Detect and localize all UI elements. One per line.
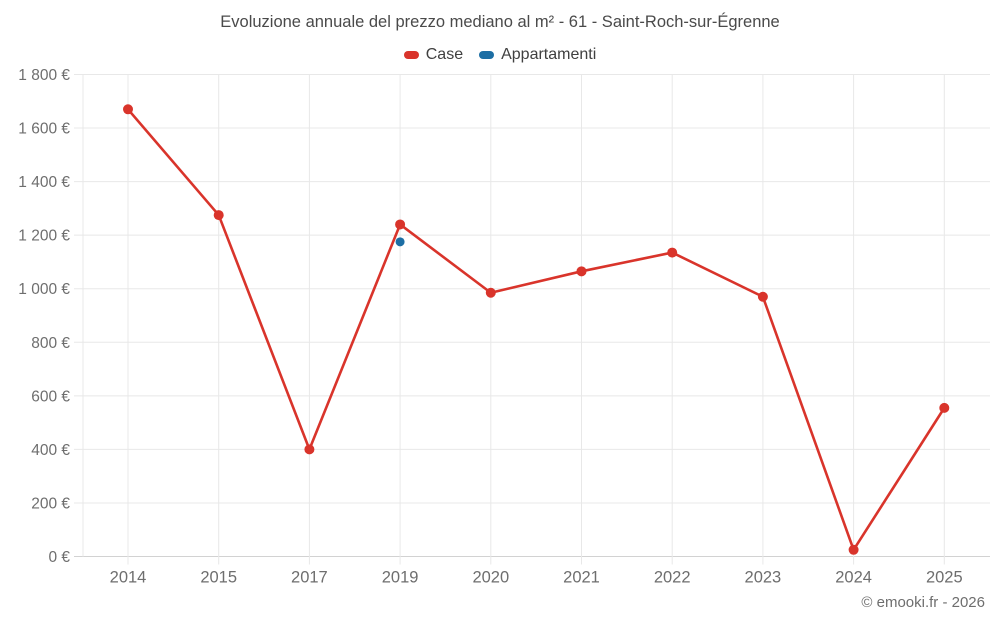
x-axis-tick-label: 2021 bbox=[563, 569, 600, 587]
data-point-case-2017[interactable] bbox=[304, 444, 315, 455]
x-axis-tick-label: 2022 bbox=[654, 569, 691, 587]
data-point-case-2019[interactable] bbox=[395, 219, 406, 230]
case-legend-swatch-icon bbox=[403, 51, 419, 59]
x-axis-tick-label: 2014 bbox=[110, 569, 147, 587]
data-point-case-2025[interactable] bbox=[939, 402, 950, 413]
legend-item-case[interactable]: Case bbox=[403, 46, 464, 64]
series-line-case bbox=[126, 108, 946, 552]
data-point-case-2015[interactable] bbox=[213, 210, 224, 221]
x-axis-tick-label: 2020 bbox=[472, 569, 509, 587]
data-point-case-2021[interactable] bbox=[576, 266, 587, 277]
y-axis-tick-label: 400 € bbox=[31, 442, 70, 459]
y-axis-tick-label: 1 000 € bbox=[18, 281, 70, 298]
x-axis-tick-label: 2024 bbox=[835, 569, 872, 587]
x-axis-tick-label: 2015 bbox=[200, 569, 237, 587]
x-axis-tick-label: 2017 bbox=[291, 569, 328, 587]
data-point-case-2014[interactable] bbox=[123, 104, 133, 115]
data-point-appartamenti-2019[interactable] bbox=[395, 237, 405, 247]
data-point-case-2023[interactable] bbox=[757, 291, 768, 302]
legend-item-appartamenti[interactable]: Appartamenti bbox=[479, 46, 596, 64]
y-axis-tick-label: 200 € bbox=[31, 495, 70, 512]
x-axis-tick-label: 2025 bbox=[926, 569, 963, 587]
copyright: © emooki.fr - 2026 bbox=[861, 594, 985, 611]
legend: Case Appartamenti bbox=[0, 46, 1000, 64]
legend-label-case: Case bbox=[425, 46, 464, 63]
x-axis-tick-label: 2023 bbox=[745, 569, 782, 587]
y-axis-tick-label: 1 400 € bbox=[18, 174, 70, 191]
data-point-case-2024[interactable] bbox=[848, 544, 859, 555]
y-axis-tick-label: 800 € bbox=[31, 335, 70, 352]
data-point-case-2022[interactable] bbox=[667, 247, 678, 258]
data-point-case-2020[interactable] bbox=[485, 287, 496, 298]
y-axis-tick-label: 0 € bbox=[48, 549, 70, 566]
appartamenti-legend-swatch-icon bbox=[479, 51, 495, 59]
y-axis-tick-label: 600 € bbox=[31, 388, 70, 405]
y-axis-tick-label: 1 600 € bbox=[18, 121, 70, 138]
y-axis-tick-label: 1 200 € bbox=[18, 228, 70, 245]
legend-label-appartamenti: Appartamenti bbox=[501, 46, 597, 63]
y-axis-tick-label: 1 800 € bbox=[18, 67, 70, 84]
x-axis-tick-label: 2019 bbox=[382, 569, 419, 587]
chart-title: Evoluzione annuale del prezzo mediano al… bbox=[220, 13, 780, 31]
